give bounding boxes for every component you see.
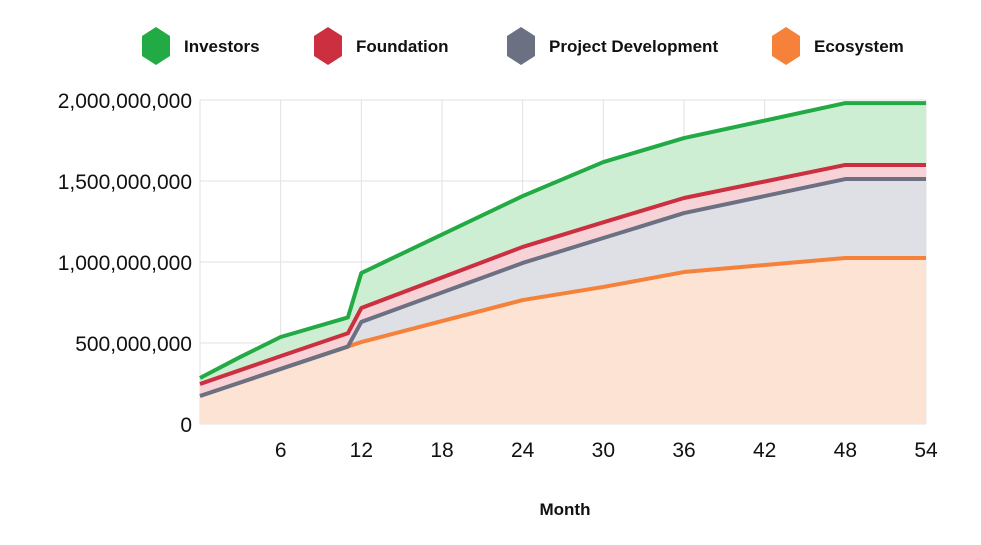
x-tick-label: 36 — [672, 439, 695, 462]
y-tick-label: 1,000,000,000 — [58, 252, 192, 275]
legend-label: Investors — [184, 37, 260, 56]
line-foundation — [199, 162, 926, 386]
hexagon-icon — [507, 27, 535, 65]
x-tick-label: 24 — [511, 439, 535, 462]
hexagon-icon — [142, 27, 170, 65]
x-tick-label: 48 — [834, 439, 857, 462]
x-tick-label: 54 — [914, 439, 938, 462]
area-ecosystem — [200, 257, 926, 424]
x-axis-ticks: 6 12 18 24 30 36 42 48 54 — [275, 439, 938, 462]
area-investors — [200, 103, 926, 384]
x-tick-label: 42 — [753, 439, 776, 462]
legend-item: Ecosystem — [772, 27, 904, 65]
hexagon-icon — [314, 27, 342, 65]
hexagon-icon — [772, 27, 800, 65]
lines — [199, 101, 926, 398]
legend-item: Project Development — [507, 27, 718, 65]
legend-item: Investors — [142, 27, 260, 65]
x-tick-label: 30 — [592, 439, 615, 462]
legend-label: Ecosystem — [814, 37, 904, 56]
y-axis-ticks: 0 500,000,000 1,000,000,000 1,500,000,000 2,… — [58, 90, 192, 437]
areas — [200, 103, 926, 424]
legend-item: Foundation — [314, 27, 449, 65]
x-tick-label: 12 — [350, 439, 373, 462]
y-tick-label: 1,500,000,000 — [58, 171, 192, 194]
y-tick-label: 0 — [180, 414, 192, 437]
legend: Investors Foundation Project Development Ec… — [142, 27, 904, 65]
y-tick-label: 500,000,000 — [75, 333, 192, 356]
line-project-development — [199, 177, 926, 398]
y-tick-label: 2,000,000,000 — [58, 90, 192, 113]
x-tick-label: 6 — [275, 439, 287, 462]
line-investors — [199, 101, 926, 380]
legend-label: Project Development — [549, 37, 718, 56]
x-tick-label: 18 — [430, 439, 453, 462]
legend-label: Foundation — [356, 37, 449, 56]
x-axis-label: Month — [540, 500, 591, 519]
area-project-development — [200, 179, 926, 396]
